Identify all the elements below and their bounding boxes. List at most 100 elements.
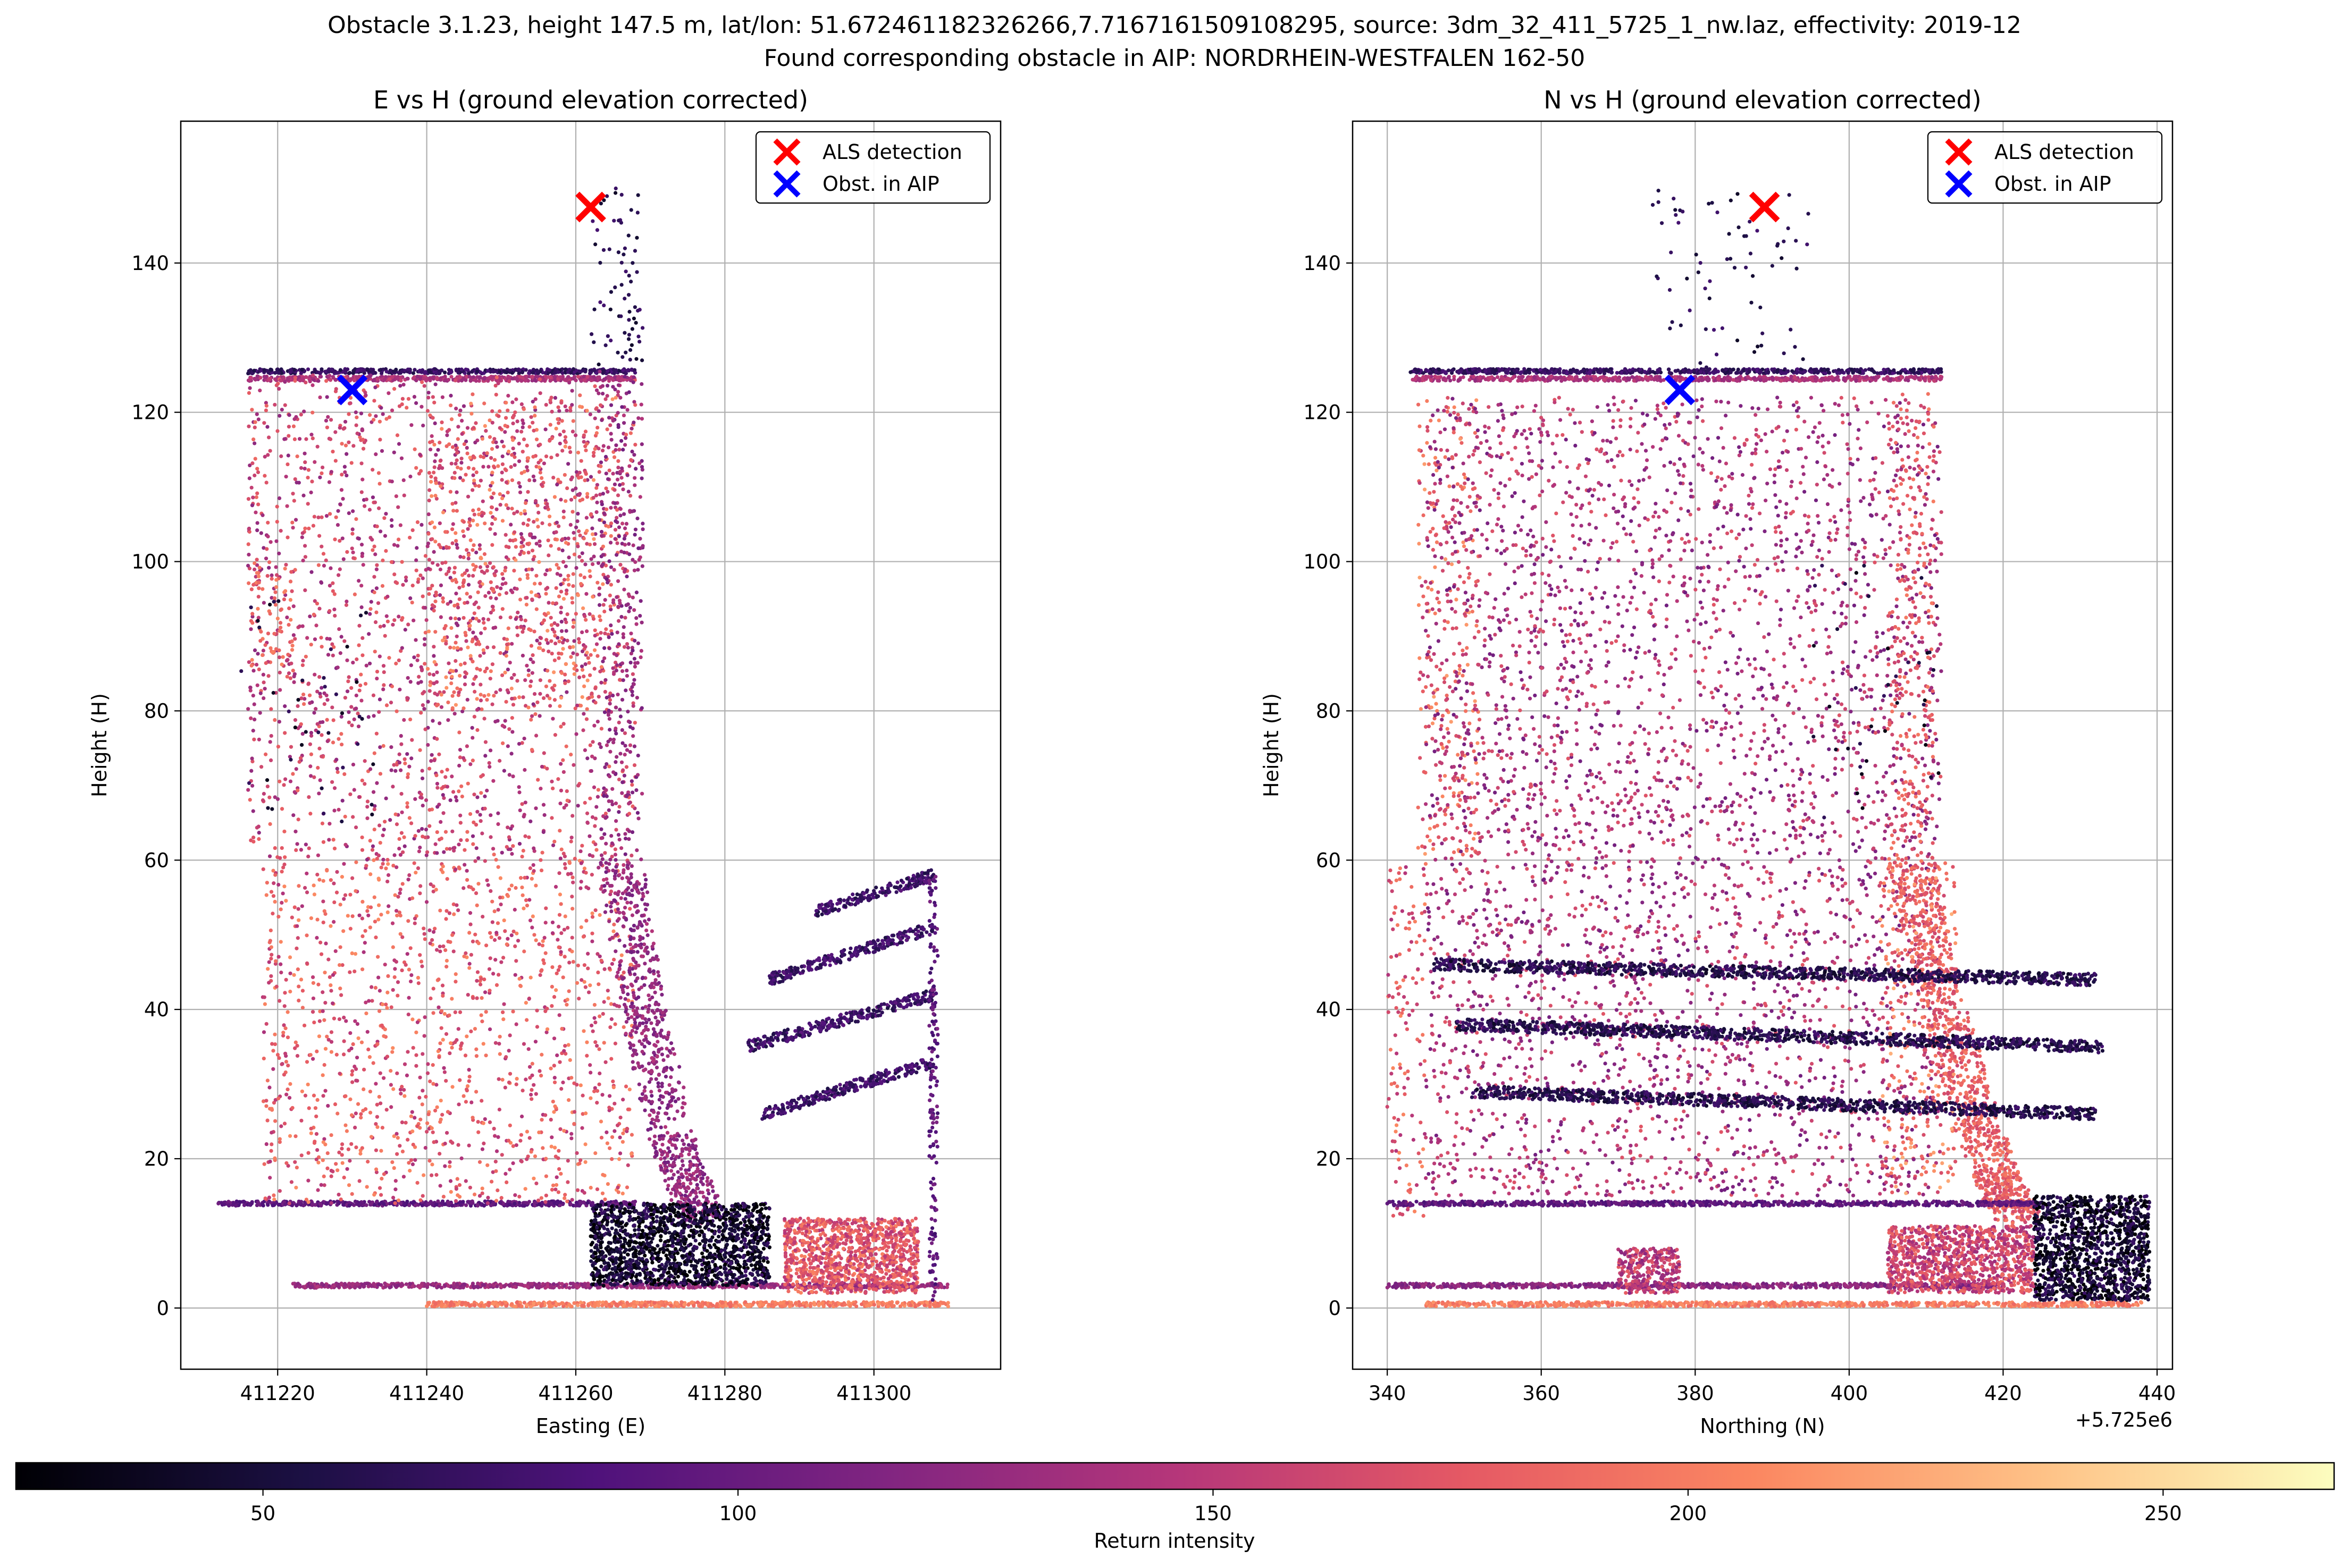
lidar-point: [620, 521, 625, 526]
lidar-point: [259, 765, 264, 769]
lidar-point: [626, 645, 631, 650]
lidar-point: [525, 596, 529, 600]
lidar-point: [303, 460, 307, 465]
lidar-point: [334, 515, 338, 519]
lidar-point: [495, 1284, 499, 1288]
lidar-point: [739, 1304, 743, 1309]
lidar-point: [536, 778, 540, 782]
lidar-point: [582, 684, 586, 688]
lidar-point: [435, 851, 439, 855]
lidar-point: [443, 775, 448, 779]
lidar-point: [402, 718, 406, 722]
lidar-point: [397, 846, 401, 851]
lidar-point: [421, 803, 425, 808]
lidar-point: [459, 418, 464, 423]
lidar-point: [327, 1284, 332, 1288]
lidar-point: [308, 742, 313, 746]
lidar-point: [734, 1304, 738, 1309]
lidar-point: [359, 672, 363, 677]
lidar-point: [559, 582, 563, 587]
lidar-point: [265, 425, 270, 429]
lidar-point: [552, 839, 557, 844]
lidar-point: [285, 504, 289, 508]
lidar-point: [429, 475, 433, 479]
lidar-point: [619, 846, 624, 850]
lidar-point: [426, 391, 431, 395]
lidar-point: [274, 383, 279, 387]
lidar-point: [392, 387, 397, 391]
lidar-point: [945, 1282, 950, 1287]
lidar-point: [547, 553, 551, 558]
lidar-point: [405, 805, 409, 809]
lidar-point: [451, 790, 456, 794]
lidar-point: [523, 618, 527, 622]
lidar-point: [415, 546, 419, 550]
lidar-point: [565, 789, 569, 794]
lidar-point: [583, 800, 587, 805]
lidar-point: [338, 538, 342, 543]
lidar-point: [410, 528, 415, 533]
lidar-point: [317, 534, 322, 538]
lidar-point: [628, 494, 633, 498]
lidar-point: [381, 687, 385, 692]
lidar-point: [279, 454, 283, 458]
lidar-point: [531, 557, 535, 562]
lidar-point: [626, 1302, 631, 1306]
lidar-point: [433, 630, 438, 634]
lidar-point: [557, 421, 561, 425]
lidar-point: [345, 452, 349, 456]
lidar-point: [623, 436, 628, 440]
lidar-point: [479, 631, 483, 635]
lidar-point: [585, 821, 590, 825]
lidar-point: [450, 1203, 455, 1208]
lidar-point: [460, 794, 464, 799]
lidar-point: [357, 623, 362, 628]
lidar-point: [300, 663, 305, 668]
lidar-point: [531, 454, 535, 459]
lidar-point: [255, 558, 259, 562]
lidar-point: [406, 397, 411, 401]
lidar-point: [531, 653, 535, 657]
lidar-point: [538, 377, 542, 382]
lidar-point: [338, 651, 342, 655]
lidar-point: [331, 653, 335, 657]
lidar-point: [293, 637, 297, 641]
lidar-point: [250, 372, 255, 376]
lidar-point: [623, 616, 627, 620]
lidar-point: [374, 731, 379, 736]
lidar-point: [320, 821, 325, 825]
lidar-point: [392, 853, 397, 857]
lidar-point: [278, 670, 282, 675]
lidar-point: [426, 699, 430, 704]
lidar-point: [544, 402, 548, 407]
lidar-point: [532, 846, 536, 850]
lidar-point: [292, 499, 296, 503]
lidar-point: [434, 773, 439, 778]
lidar-point: [472, 793, 476, 797]
lidar-point: [438, 441, 442, 445]
lidar-point: [361, 446, 366, 451]
lidar-point: [250, 408, 254, 412]
lidar-point: [717, 1284, 722, 1289]
lidar-point: [375, 563, 379, 567]
lidar-point: [483, 794, 487, 798]
lidar-point: [465, 697, 469, 702]
lidar-point: [249, 627, 253, 631]
lidar-point: [324, 418, 329, 423]
lidar-point: [612, 455, 617, 459]
lidar-point: [328, 374, 332, 378]
lidar-point: [488, 435, 492, 439]
lidar-point: [311, 436, 315, 441]
lidar-point: [414, 558, 418, 562]
lidar-point: [283, 777, 288, 781]
lidar-point: [628, 431, 633, 435]
lidar-point: [469, 1201, 474, 1205]
lidar-point: [427, 808, 432, 812]
lidar-point: [269, 758, 273, 762]
lidar-point: [374, 414, 378, 418]
lidar-point: [478, 654, 482, 658]
lidar-point: [443, 1202, 447, 1207]
lidar-point: [384, 417, 389, 421]
lidar-point: [778, 1301, 783, 1305]
lidar-point: [388, 1285, 392, 1289]
